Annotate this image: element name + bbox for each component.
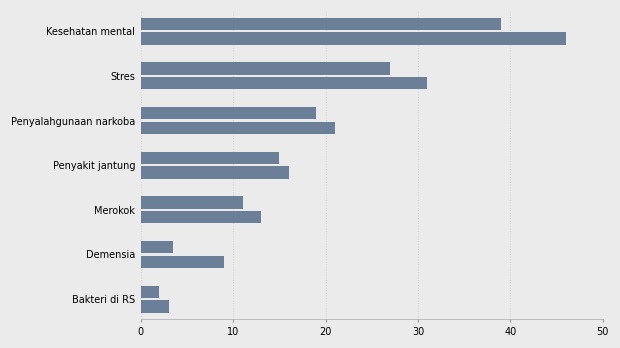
Bar	[141, 152, 280, 164]
Bar	[141, 62, 390, 75]
Bar	[141, 166, 289, 179]
Bar	[141, 77, 427, 89]
Bar	[141, 32, 566, 45]
Bar	[141, 211, 261, 223]
Bar	[141, 241, 173, 253]
Bar	[141, 196, 242, 209]
Bar	[141, 18, 501, 30]
Bar	[141, 122, 335, 134]
Bar	[141, 300, 169, 313]
Bar	[141, 107, 316, 119]
Bar	[141, 285, 159, 298]
Bar	[141, 256, 224, 268]
